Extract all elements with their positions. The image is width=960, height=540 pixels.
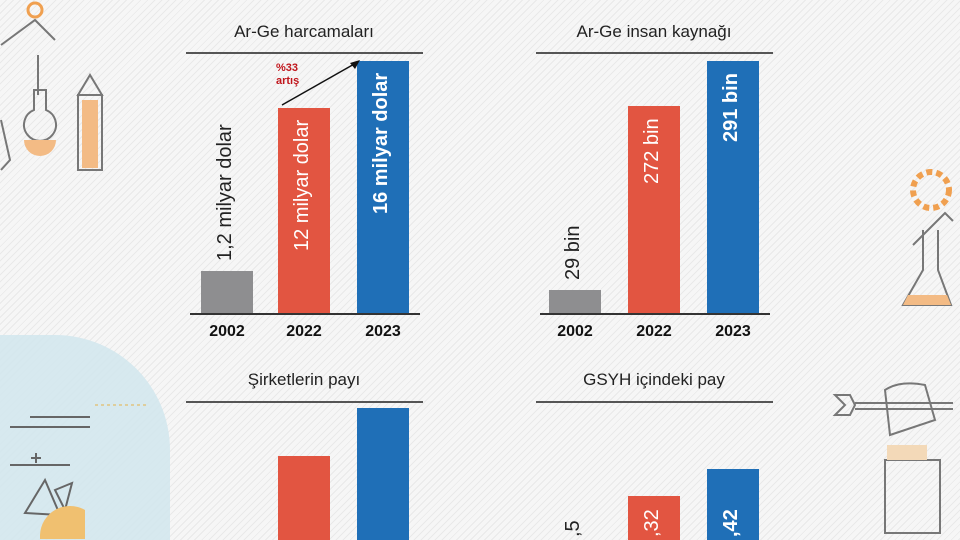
increase-arrow: [281, 60, 360, 106]
chart-title: Ar-Ge insan kaynağı: [576, 22, 732, 41]
pie-chart-icon: [10, 404, 148, 539]
baseline: [190, 313, 420, 315]
data-label: ,42: [720, 509, 742, 537]
bar-2023: [707, 469, 759, 540]
science-flask-pencil-icon: [0, 1, 104, 171]
bar-2023: [357, 408, 409, 540]
bar-2002: [549, 290, 601, 313]
bar-2022: [628, 496, 680, 540]
bar-2022: [278, 108, 330, 313]
gear-flask-icon: [901, 169, 954, 306]
title-rule: [186, 401, 423, 403]
baseline: [540, 313, 770, 315]
year-label: 2002: [557, 323, 593, 340]
data-label: 1,2 milyar dolar: [214, 124, 236, 261]
data-label: ,32: [641, 509, 663, 537]
data-label: 12 milyar dolar: [291, 119, 313, 251]
title-rule: [536, 401, 773, 403]
bar-2022: [278, 456, 330, 540]
wrench-hand-icon: [832, 382, 953, 534]
year-label: 2002: [209, 323, 245, 340]
bar-2023: [707, 61, 759, 313]
bar-2023: [357, 61, 409, 313]
year-label: 2022: [636, 323, 672, 340]
chart-title: GSYH içindeki pay: [583, 370, 725, 389]
increase-annotation-sub: artış: [276, 75, 300, 87]
year-label: 2022: [286, 323, 322, 340]
year-label: 2023: [715, 323, 751, 340]
bar-2002: [201, 271, 253, 313]
data-label: 29 bin: [562, 225, 584, 281]
data-label: 16 milyar dolar: [370, 72, 392, 214]
data-label: 272 bin: [641, 118, 663, 184]
title-rule: [536, 52, 773, 54]
data-label: ,5: [562, 520, 584, 537]
chart-title: Ar-Ge harcamaları: [234, 22, 374, 41]
title-rule: [186, 52, 423, 54]
increase-annotation: %33: [276, 62, 299, 74]
chart-title: Şirketlerin payı: [247, 370, 361, 389]
year-label: 2023: [365, 323, 401, 340]
data-label: 291 bin: [720, 73, 742, 142]
bar-2022: [628, 106, 680, 313]
